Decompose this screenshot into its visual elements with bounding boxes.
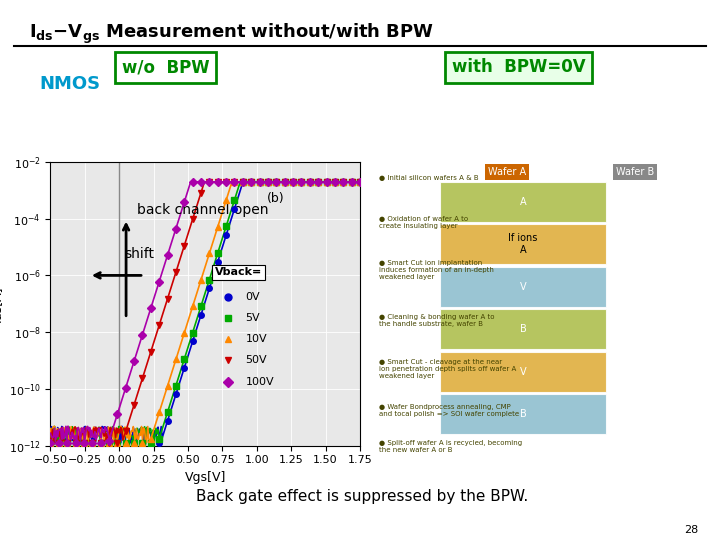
- Text: Vback=: Vback=: [215, 267, 262, 278]
- Text: 5V: 5V: [246, 313, 260, 323]
- Text: ● Cleaning & bonding wafer A to
the handle substrate, wafer B: ● Cleaning & bonding wafer A to the hand…: [379, 314, 495, 327]
- Text: ● Split-off wafer A is recycled, becoming
the new wafer A or B: ● Split-off wafer A is recycled, becomin…: [379, 440, 522, 453]
- Text: V: V: [520, 367, 526, 377]
- FancyBboxPatch shape: [440, 394, 606, 434]
- Text: If ions
A: If ions A: [508, 233, 538, 255]
- Text: (b): (b): [267, 192, 284, 205]
- FancyBboxPatch shape: [440, 182, 606, 221]
- Text: 28: 28: [684, 524, 698, 535]
- Text: ● Initial silicon wafers A & B: ● Initial silicon wafers A & B: [379, 175, 478, 181]
- Text: ● Smart Cut - cleavage at the near
ion penetration depth splits off wafer A
weak: ● Smart Cut - cleavage at the near ion p…: [379, 359, 516, 379]
- Y-axis label: Ids[A]: Ids[A]: [0, 286, 3, 322]
- X-axis label: Vgs[V]: Vgs[V]: [184, 471, 226, 484]
- Text: Wafer B: Wafer B: [616, 167, 654, 177]
- Text: $\mathbf{I_{ds}}$$\mathbf{-V_{gs}}$ Measurement without/with BPW: $\mathbf{I_{ds}}$$\mathbf{-V_{gs}}$ Meas…: [29, 22, 434, 46]
- FancyBboxPatch shape: [440, 309, 606, 349]
- Text: B: B: [520, 409, 526, 420]
- Text: B: B: [520, 324, 526, 334]
- FancyBboxPatch shape: [440, 225, 606, 264]
- Text: NMOS: NMOS: [40, 75, 101, 93]
- Text: 100V: 100V: [246, 377, 274, 387]
- Text: ● Wafer Bondprocess annealing, CMP
and tocal polish => SOI wafer complete: ● Wafer Bondprocess annealing, CMP and t…: [379, 404, 519, 417]
- Text: 10V: 10V: [246, 334, 267, 344]
- Text: shift: shift: [125, 247, 155, 261]
- Text: 0V: 0V: [246, 292, 260, 302]
- Text: ● Oxidation of wafer A to
create insulating layer: ● Oxidation of wafer A to create insulat…: [379, 216, 468, 229]
- Text: 50V: 50V: [246, 355, 267, 366]
- Text: Wafer A: Wafer A: [488, 167, 526, 177]
- FancyBboxPatch shape: [440, 352, 606, 392]
- Text: back channel open: back channel open: [137, 202, 269, 217]
- Text: V: V: [520, 282, 526, 292]
- Text: with  BPW=0V: with BPW=0V: [451, 58, 585, 77]
- Text: ● Smart Cut ion implantation
induces formation of an in-depth
weakened layer: ● Smart Cut ion implantation induces for…: [379, 260, 494, 280]
- Text: A: A: [520, 197, 526, 207]
- Text: w/o  BPW: w/o BPW: [122, 58, 210, 77]
- Text: Back gate effect is suppressed by the BPW.: Back gate effect is suppressed by the BP…: [196, 489, 528, 504]
- FancyBboxPatch shape: [440, 267, 606, 307]
